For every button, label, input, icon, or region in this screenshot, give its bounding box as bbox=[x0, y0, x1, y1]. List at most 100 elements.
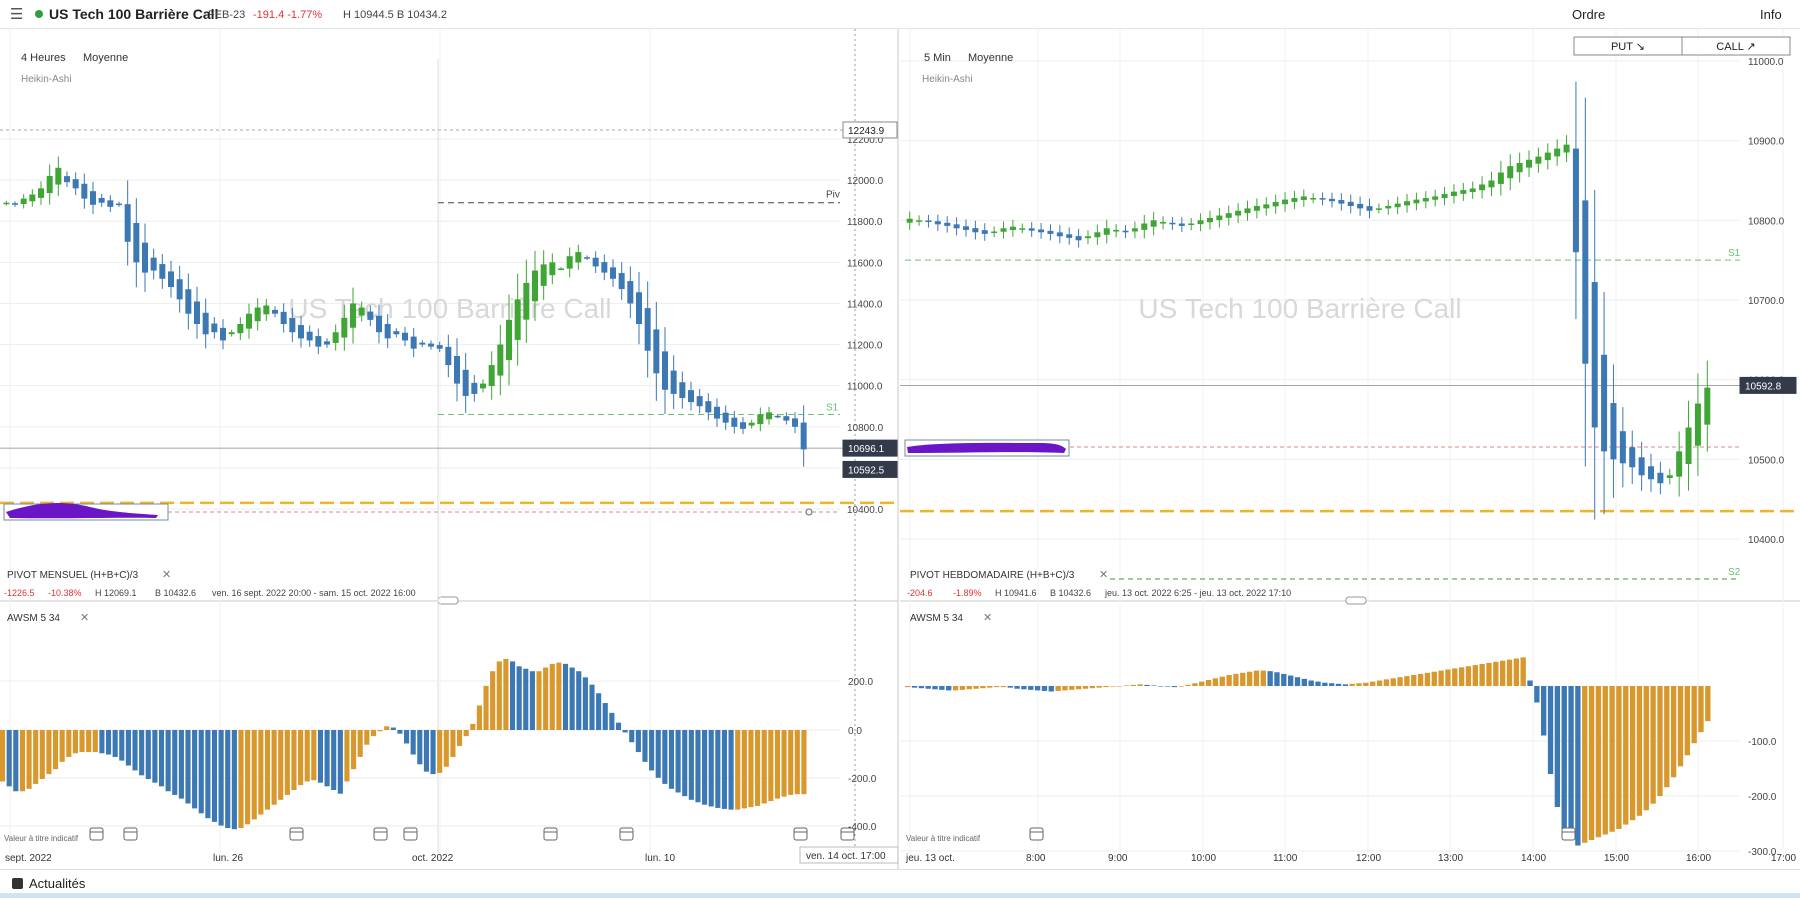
candle-body bbox=[1160, 221, 1167, 224]
left-pivot-close-icon[interactable]: ✕ bbox=[162, 569, 171, 581]
candle-body bbox=[246, 313, 252, 329]
oscillator-bar bbox=[1458, 667, 1465, 686]
oscillator-bar bbox=[145, 730, 151, 779]
oscillator-bar bbox=[911, 686, 918, 688]
left-pivot-high: H 12069.1 bbox=[95, 588, 137, 598]
candle-body bbox=[1103, 228, 1110, 235]
oscillator-bar bbox=[66, 730, 72, 757]
oscillator-bar bbox=[490, 671, 496, 730]
oscillator-bar bbox=[1602, 686, 1608, 835]
left-mode-label[interactable]: Moyenne bbox=[83, 52, 128, 64]
candle-body bbox=[1122, 230, 1129, 233]
left-time-tick: lun. 26 bbox=[213, 853, 243, 864]
candle-body bbox=[1319, 198, 1326, 200]
candle-body bbox=[1216, 215, 1223, 221]
candle-body bbox=[1188, 223, 1195, 226]
right-alert-box[interactable] bbox=[904, 439, 1070, 457]
oscillator-bar bbox=[602, 703, 608, 730]
call-button[interactable]: CALL ↗ bbox=[1681, 36, 1791, 56]
candle-body bbox=[159, 264, 166, 279]
candle-body bbox=[1291, 198, 1298, 202]
chart-area: US Tech 100 Barrière Call US Tech 100 Ba… bbox=[0, 29, 1800, 869]
oscillator-bar bbox=[370, 730, 377, 737]
oscillator-bar bbox=[351, 730, 357, 770]
instrument-change: -191.4 -1.77% bbox=[253, 9, 323, 21]
oscillator-bar bbox=[6, 730, 12, 787]
right-pivot-low: B 10432.6 bbox=[1050, 588, 1091, 598]
oscillator-bar bbox=[1110, 686, 1116, 687]
s1-label: S1 bbox=[1728, 248, 1741, 259]
alert-handle bbox=[805, 508, 813, 516]
candle-body bbox=[714, 406, 720, 419]
candle-body bbox=[133, 222, 140, 263]
candle-body bbox=[740, 422, 746, 429]
hamburger-menu-icon[interactable]: ☰ bbox=[10, 6, 24, 23]
oscillator-bar bbox=[1130, 684, 1137, 686]
oscillator-bar bbox=[417, 730, 423, 765]
left-oscillator-tick: -200.0 bbox=[848, 774, 877, 785]
candle-body bbox=[1056, 232, 1063, 237]
candle-body bbox=[1347, 201, 1354, 206]
tab-info[interactable]: Info bbox=[1760, 7, 1782, 22]
oscillator-bar bbox=[390, 727, 396, 730]
oscillator-bar bbox=[549, 663, 555, 730]
oscillator-bar bbox=[39, 730, 45, 779]
candle-body bbox=[202, 312, 209, 335]
oscillator-bar bbox=[1486, 662, 1492, 686]
candle-body bbox=[393, 331, 400, 335]
left-alert-box[interactable] bbox=[3, 502, 169, 521]
oscillator-bar bbox=[768, 730, 774, 802]
oscillator-bar bbox=[0, 730, 6, 782]
left-oscillator-name: AWSM 5 34 bbox=[7, 613, 60, 624]
calendar-icon bbox=[543, 827, 558, 841]
top-bar: ☰ US Tech 100 Barrière Call FEB-23 -191.… bbox=[0, 0, 1800, 29]
candle-body bbox=[757, 414, 764, 425]
oscillator-bar bbox=[178, 730, 184, 799]
candle-body bbox=[906, 218, 913, 223]
left-interval-label[interactable]: 4 Heures bbox=[21, 52, 66, 64]
candle-body bbox=[1526, 159, 1533, 168]
right-interval-label[interactable]: 5 Min bbox=[924, 52, 951, 64]
candle-body bbox=[324, 341, 330, 345]
left-resize-handle[interactable] bbox=[437, 596, 459, 605]
instrument-title: US Tech 100 Barrière Call bbox=[49, 6, 219, 22]
oscillator-bar bbox=[1315, 681, 1321, 686]
oscillator-bar bbox=[596, 693, 602, 730]
oscillator-bar bbox=[1376, 680, 1383, 686]
oscillator-bar bbox=[959, 686, 966, 690]
axes: 12200.0 12000.0 11800.0 11600.0 11400.0 11200… bbox=[5, 57, 1797, 864]
candle-body bbox=[72, 179, 79, 189]
right-oscillator-tick: -100.0 bbox=[1748, 737, 1777, 748]
charts-canvas[interactable]: US Tech 100 Barrière Call US Tech 100 Ba… bbox=[0, 29, 1800, 869]
event-calendar-icons[interactable] bbox=[89, 827, 1576, 841]
right-pivot-close-icon[interactable]: ✕ bbox=[1099, 569, 1108, 581]
put-button[interactable]: PUT ↘ bbox=[1573, 36, 1683, 56]
oscillator-bar bbox=[112, 730, 118, 757]
oscillator-bar bbox=[1452, 668, 1458, 686]
oscillator-bar bbox=[1287, 675, 1294, 686]
candle-body bbox=[1563, 144, 1570, 153]
oscillator-bar bbox=[946, 686, 952, 691]
oscillator-bar bbox=[993, 686, 1000, 688]
candle-body bbox=[272, 309, 278, 314]
right-oscillator-close-icon[interactable]: ✕ bbox=[983, 612, 992, 624]
candle-body bbox=[627, 281, 634, 304]
oscillator-bar bbox=[205, 730, 211, 819]
right-resize-handle[interactable] bbox=[1345, 596, 1367, 605]
left-oscillator-close-icon[interactable]: ✕ bbox=[80, 612, 89, 624]
oscillator-bar bbox=[450, 730, 456, 757]
right-mode-label[interactable]: Moyenne bbox=[968, 52, 1013, 64]
candle-body bbox=[1178, 223, 1185, 226]
current-time-label: ven. 14 oct. 17:00 bbox=[806, 851, 886, 862]
oscillator-bar bbox=[1417, 673, 1424, 686]
tab-order[interactable]: Ordre bbox=[1572, 7, 1606, 22]
news-icon[interactable] bbox=[12, 878, 23, 889]
left-price-tick: 12200.0 bbox=[847, 135, 884, 146]
instrument-expiry: FEB-23 bbox=[208, 9, 246, 21]
news-label[interactable]: Actualités bbox=[29, 876, 86, 891]
oscillator-bar bbox=[198, 730, 204, 814]
oscillator-bar bbox=[1349, 683, 1355, 686]
oscillator-bar bbox=[1684, 686, 1690, 756]
market-open-status-icon bbox=[35, 10, 43, 18]
right-price-tick: 10500.0 bbox=[1748, 455, 1785, 466]
